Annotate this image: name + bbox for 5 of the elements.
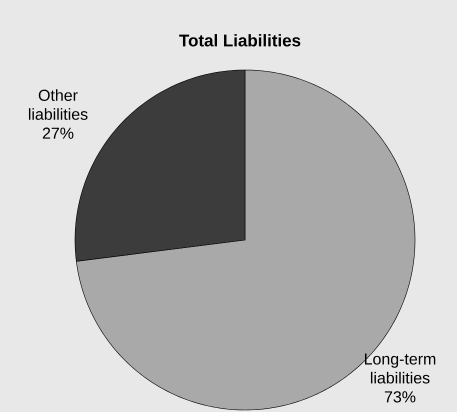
slice-label: Other liabilities <box>28 89 88 120</box>
chart-title: Total Liabilities <box>179 34 300 47</box>
data-label: 73% <box>384 391 416 402</box>
slice-label: Long-term liabilities <box>364 354 436 384</box>
data-label: 27% <box>42 128 74 139</box>
